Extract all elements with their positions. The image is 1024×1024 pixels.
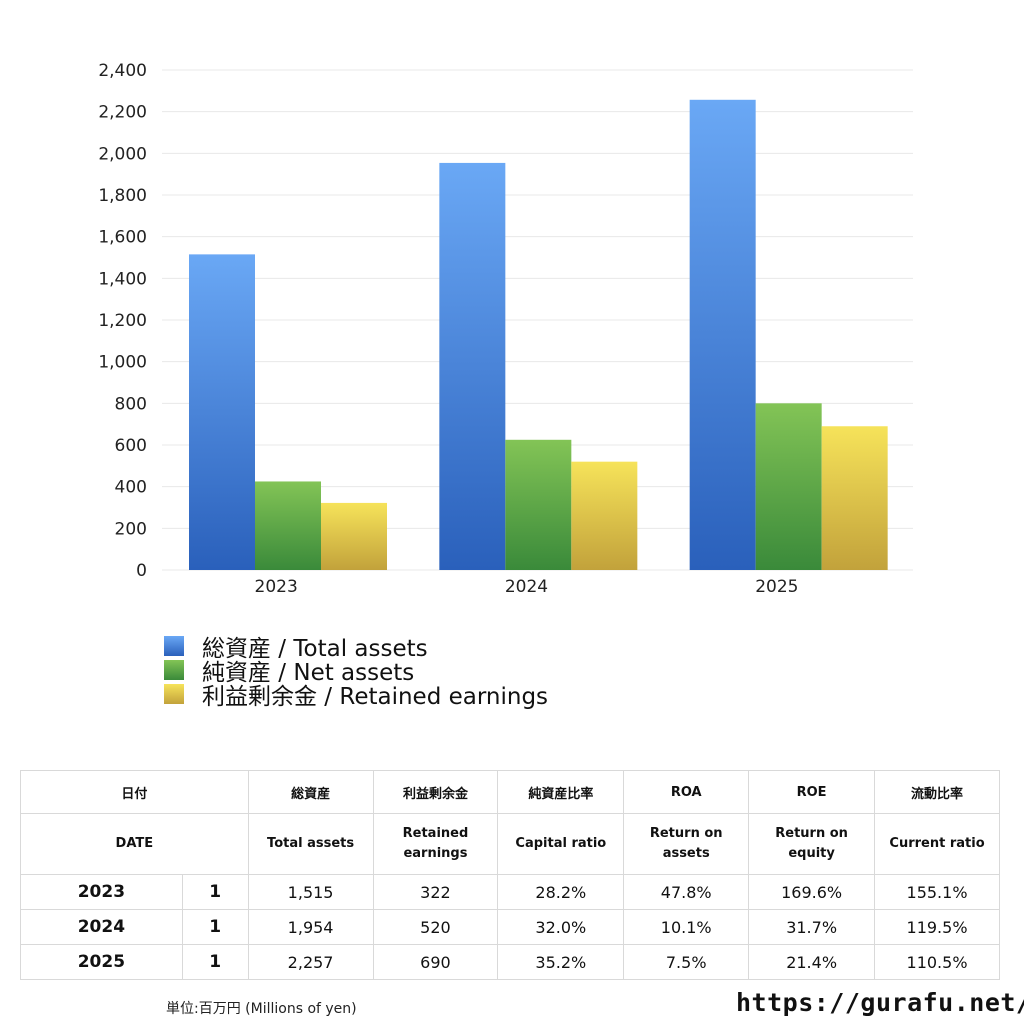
y-tick-label: 2,000 — [98, 144, 147, 164]
y-axis-tick-labels: 0 200 400 600 800 1,000 1,200 1,400 1,600 1,800 2,… — [98, 61, 147, 581]
y-tick-label: 1,000 — [98, 353, 147, 373]
legend-label-total-assets: 総資産 / Total assets — [202, 636, 428, 662]
header-date-jp: 日付 — [20, 770, 249, 814]
y-tick-label: 600 — [115, 436, 147, 456]
cell-total-assets: 1,515 — [247, 874, 374, 910]
header-total-assets-jp: 総資産 — [247, 770, 374, 814]
cell-roa: 7.5% — [623, 944, 750, 980]
x-axis-tick-labels: 2023 2024 2025 — [255, 577, 799, 597]
cell-roe: 169.6% — [748, 874, 876, 910]
bar-2023-series-1 — [255, 481, 321, 570]
header-current-ratio-en: Current ratio — [874, 813, 1000, 875]
header-roe-jp: ROE — [748, 770, 876, 814]
legend-swatch-retained-earnings — [164, 684, 184, 704]
legend-item-retained-earnings: 利益剰余金 / Retained earnings — [164, 682, 548, 710]
legend-swatch-net-assets — [164, 660, 184, 680]
header-roa-jp: ROA — [623, 770, 750, 814]
header-retained-jp: 利益剰余金 — [372, 770, 499, 814]
cell-roe: 31.7% — [748, 909, 876, 945]
cell-retained: 520 — [372, 909, 499, 945]
header-total-assets-en: Total assets — [247, 813, 374, 875]
legend-swatch-total-assets — [164, 636, 184, 656]
y-tick-label: 2,400 — [98, 61, 147, 81]
cell-current-ratio: 119.5% — [874, 909, 1000, 945]
legend-item-total-assets: 総資産 / Total assets — [164, 634, 548, 662]
financial-table: 日付 総資産 利益剰余金 純資産比率 ROA ROE 流動比率 DATE Tot… — [20, 770, 1000, 980]
row-count: 1 — [181, 874, 249, 910]
site-url-link[interactable]: https://gurafu.net/ — [736, 988, 1024, 1017]
legend-label-retained-earnings: 利益剰余金 / Retained earnings — [202, 684, 549, 710]
row-year: 2023 — [20, 874, 183, 910]
bar-2024-series-2 — [571, 461, 638, 570]
cell-total-assets: 2,257 — [247, 944, 374, 980]
table-header-en: DATE Total assets Retained earnings Capi… — [20, 813, 1000, 875]
bar-2025-series-1 — [755, 403, 822, 570]
cell-capital-ratio: 32.0% — [497, 909, 625, 945]
legend: 総資産 / Total assets 純資産 / Net assets 利益剰余… — [164, 634, 548, 710]
cell-current-ratio: 110.5% — [874, 944, 1000, 980]
cell-capital-ratio: 28.2% — [497, 874, 625, 910]
y-tick-label: 1,600 — [98, 228, 147, 248]
cell-roe: 21.4% — [748, 944, 876, 980]
cell-retained: 322 — [372, 874, 499, 910]
header-capital-ratio-en: Capital ratio — [497, 813, 625, 875]
header-roe-en: Return on equity — [748, 813, 876, 875]
table-header-jp: 日付 総資産 利益剰余金 純資産比率 ROA ROE 流動比率 — [20, 770, 1000, 814]
y-tick-label: 400 — [115, 478, 147, 498]
row-count: 1 — [181, 944, 249, 980]
y-tick-label: 1,200 — [98, 311, 147, 331]
bar-2025-series-0 — [689, 99, 756, 571]
cell-capital-ratio: 35.2% — [497, 944, 625, 980]
y-tick-label: 200 — [115, 519, 147, 539]
x-tick-label: 2025 — [755, 577, 798, 597]
legend-label-net-assets: 純資産 / Net assets — [202, 660, 415, 686]
table-row: 2024 1 1,954 520 32.0% 10.1% 31.7% 119.5… — [20, 909, 1000, 945]
bar-2024-series-1 — [505, 439, 572, 570]
row-year: 2025 — [20, 944, 183, 980]
bar-chart: 0 200 400 600 800 1,000 1,200 1,400 1,600 1,800 2,… — [98, 61, 913, 597]
bar-2023-series-2 — [321, 502, 387, 570]
x-tick-label: 2023 — [255, 577, 298, 597]
cell-roa: 47.8% — [623, 874, 750, 910]
y-tick-label: 1,800 — [98, 186, 147, 206]
header-roa-en: Return on assets — [623, 813, 750, 875]
header-date-en: DATE — [20, 813, 249, 875]
bar-2025-series-2 — [821, 426, 888, 570]
header-capital-ratio-jp: 純資産比率 — [497, 770, 625, 814]
header-current-ratio-jp: 流動比率 — [874, 770, 1000, 814]
row-year: 2024 — [20, 909, 183, 945]
table-row: 2023 1 1,515 322 28.2% 47.8% 169.6% 155.… — [20, 874, 1000, 910]
y-tick-label: 2,200 — [98, 103, 147, 123]
cell-total-assets: 1,954 — [247, 909, 374, 945]
cell-retained: 690 — [372, 944, 499, 980]
y-tick-label: 0 — [136, 561, 147, 581]
y-tick-label: 800 — [115, 394, 147, 414]
cell-roa: 10.1% — [623, 909, 750, 945]
unit-note: 単位:百万円 (Millions of yen) — [166, 1001, 357, 1017]
bar-2023-series-0 — [189, 254, 255, 570]
row-count: 1 — [181, 909, 249, 945]
legend-item-net-assets: 純資産 / Net assets — [164, 658, 548, 686]
bars — [189, 99, 888, 571]
cell-current-ratio: 155.1% — [874, 874, 1000, 910]
y-tick-label: 1,400 — [98, 269, 147, 289]
table-row: 2025 1 2,257 690 35.2% 7.5% 21.4% 110.5% — [20, 944, 1000, 980]
x-tick-label: 2024 — [505, 577, 548, 597]
bar-2024-series-0 — [439, 162, 506, 570]
header-retained-en: Retained earnings — [372, 813, 499, 875]
